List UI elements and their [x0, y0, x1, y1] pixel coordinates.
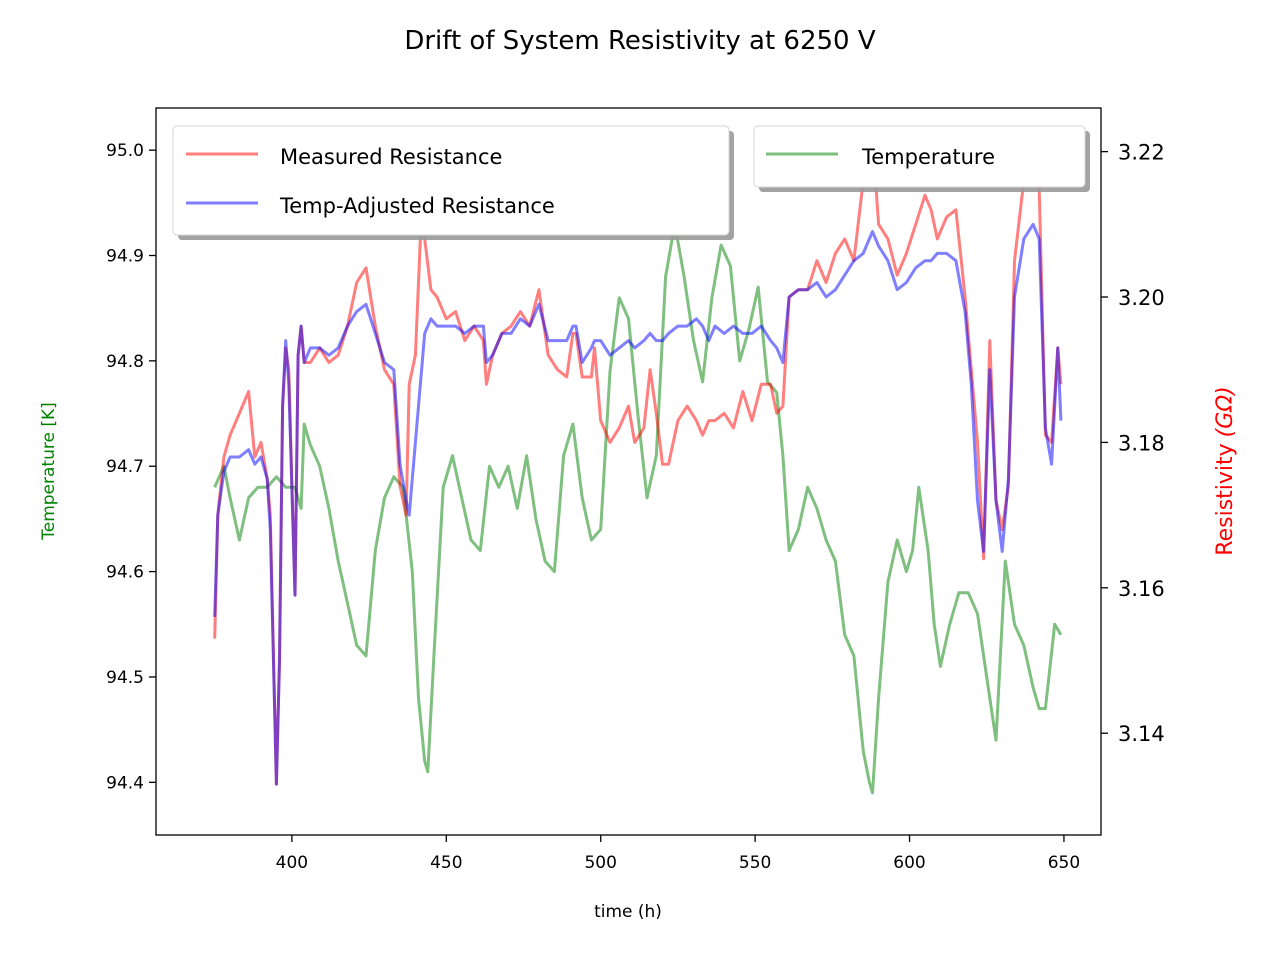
y-right-tick-label: 3.18 [1118, 431, 1165, 455]
y-right-tick-label: 3.20 [1118, 286, 1165, 310]
legend-left: Measured Resistance Temp-Adjusted Resist… [172, 125, 734, 240]
y-axis-right: 3.14 3.16 3.18 3.20 3.22 [1101, 141, 1165, 746]
x-tick-label: 400 [276, 853, 308, 873]
y-axis-left: 94.4 94.5 94.6 94.7 94.8 94.9 95.0 [106, 141, 156, 793]
y-right-tick-label: 3.14 [1118, 722, 1165, 746]
y-left-tick-label: 94.9 [106, 247, 144, 267]
plot-frame [155, 107, 1102, 836]
legend-right: Temperature [753, 125, 1090, 192]
x-tick-label: 500 [584, 853, 616, 873]
x-axis-label: time (h) [594, 902, 662, 922]
y-left-tick-label: 94.8 [106, 352, 144, 372]
x-tick-label: 650 [1048, 853, 1080, 873]
series-layer [213, 135, 1063, 795]
measured-resistance-line [213, 135, 1063, 786]
temp-adjusted-resistance-line [213, 222, 1063, 786]
y-right-tick-label: 3.22 [1118, 141, 1165, 165]
y-axis-right-label-unit: (GΩ) [1213, 386, 1238, 437]
legend-left-box [172, 125, 730, 236]
y-left-tick-label: 94.5 [106, 668, 144, 688]
y-axis-right-label: Resistivity (GΩ) [1213, 386, 1238, 555]
legend-measured-label: Measured Resistance [280, 145, 502, 169]
chart-title: Drift of System Resistivity at 6250 V [404, 26, 876, 56]
x-tick-label: 550 [739, 853, 771, 873]
y-axis-left-label: Temperature [K] [39, 402, 59, 541]
y-left-tick-label: 95.0 [106, 141, 144, 161]
temperature-line [213, 222, 1063, 795]
legend-temperature-label: Temperature [861, 145, 995, 169]
legend-right-box [753, 125, 1086, 188]
y-right-tick-label: 3.16 [1118, 577, 1165, 601]
y-left-tick-label: 94.7 [106, 457, 144, 477]
x-axis: 400 450 500 550 600 650 [276, 835, 1080, 873]
legend-adjusted-label: Temp-Adjusted Resistance [279, 194, 555, 218]
x-tick-label: 450 [430, 853, 462, 873]
y-left-tick-label: 94.6 [106, 563, 144, 583]
x-tick-label: 600 [893, 853, 925, 873]
y-axis-right-label-text: Resistivity [1213, 443, 1238, 555]
y-left-tick-label: 94.4 [106, 773, 144, 793]
